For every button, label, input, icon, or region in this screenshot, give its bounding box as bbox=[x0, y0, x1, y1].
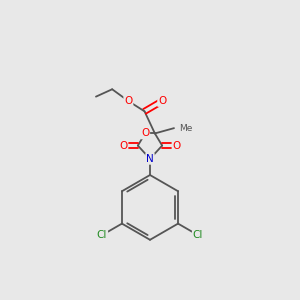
Text: N: N bbox=[146, 154, 154, 164]
Text: O: O bbox=[119, 141, 128, 151]
Text: Cl: Cl bbox=[97, 230, 107, 240]
Text: O: O bbox=[124, 96, 133, 106]
Text: O: O bbox=[158, 96, 166, 106]
Text: Me: Me bbox=[179, 124, 193, 133]
Text: O: O bbox=[172, 141, 181, 151]
Text: Cl: Cl bbox=[193, 230, 203, 240]
Text: O: O bbox=[141, 128, 149, 138]
